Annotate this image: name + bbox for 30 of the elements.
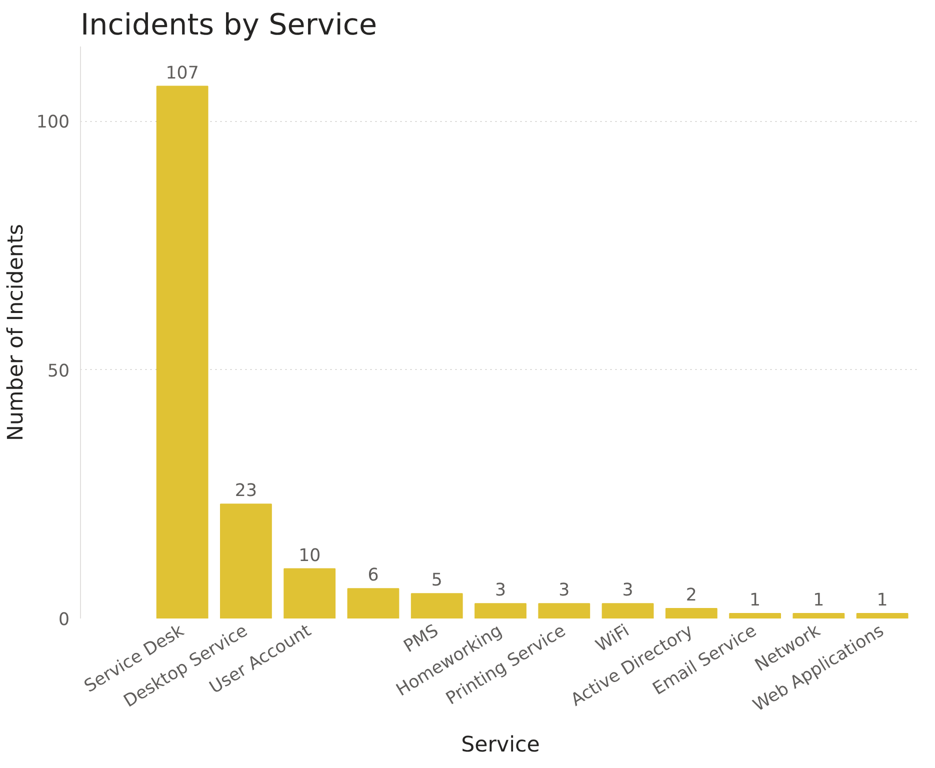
bar <box>856 613 908 618</box>
bar <box>729 613 781 618</box>
data-label: 2 <box>686 586 697 606</box>
data-label: 3 <box>558 580 570 601</box>
bar <box>220 504 272 618</box>
x-axis-title: Service <box>461 732 540 758</box>
data-label: 1 <box>876 590 888 611</box>
bar <box>284 568 336 618</box>
y-tick-label: 100 <box>36 112 70 133</box>
y-tick-label: 0 <box>58 610 70 630</box>
bar <box>538 603 590 618</box>
data-label: 1 <box>750 590 761 611</box>
bar <box>474 603 526 618</box>
bar <box>347 588 400 618</box>
bar <box>602 603 654 618</box>
bar <box>665 608 718 618</box>
y-axis-title: Number of Incidents <box>3 224 28 441</box>
bar <box>792 613 845 618</box>
data-label: 3 <box>494 580 506 601</box>
data-label: 5 <box>431 570 442 591</box>
bar <box>410 593 463 618</box>
chart-title: Incidents by Service <box>80 8 378 42</box>
data-label: 23 <box>234 481 257 502</box>
data-label: 1 <box>813 590 824 611</box>
data-label: 6 <box>368 566 379 586</box>
y-tick-label: 50 <box>47 361 70 382</box>
bar <box>156 86 208 618</box>
data-label: 3 <box>622 580 634 601</box>
data-label: 107 <box>166 63 199 84</box>
data-label: 10 <box>298 546 321 566</box>
